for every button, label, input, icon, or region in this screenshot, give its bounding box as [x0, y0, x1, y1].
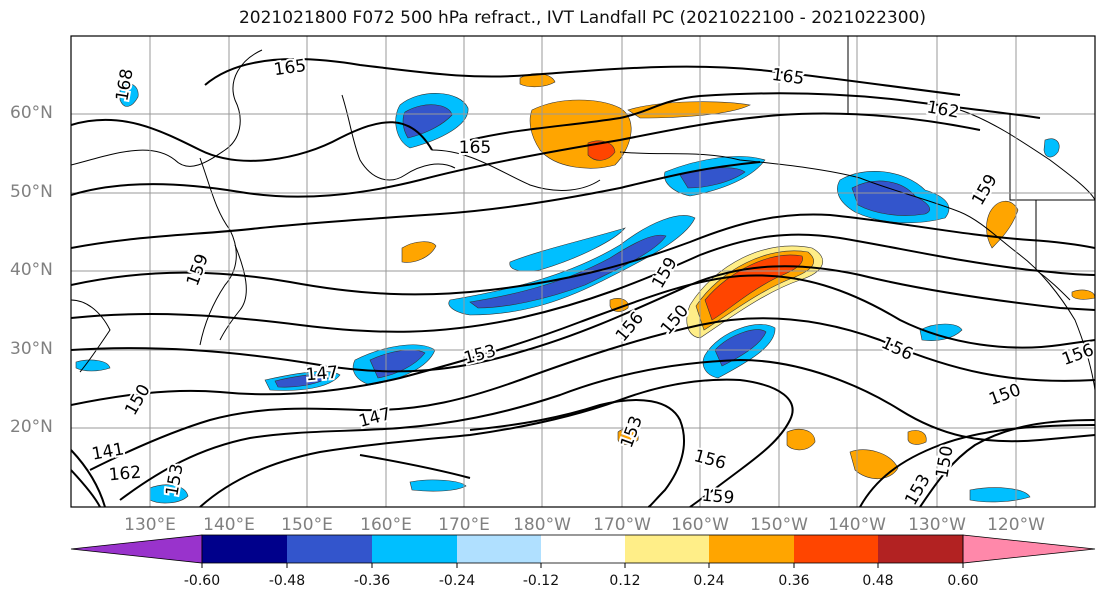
contour-label: 165 — [459, 138, 491, 158]
colorbar-segment — [372, 535, 457, 563]
colorbar-extend-low — [70, 534, 203, 564]
latitude-label: 60°N — [10, 103, 53, 123]
longitude-label: 160°W — [671, 515, 729, 535]
anomaly-fill-region — [401, 241, 437, 263]
coastline-segment — [959, 211, 1095, 391]
colorbar-tick-label: 0.24 — [693, 573, 725, 589]
longitude-label: 170°W — [593, 515, 651, 535]
refractivity-contour — [859, 424, 1095, 507]
longitude-label: 180°W — [513, 515, 571, 535]
colorbar-segment — [878, 535, 963, 563]
anomaly-fill-region — [969, 487, 1031, 503]
anomaly-fill-region — [907, 430, 927, 445]
refractivity-contour — [119, 358, 1095, 501]
longitude-label: 130°W — [908, 515, 966, 535]
refractivity-contours — [71, 58, 1095, 507]
refractivity-contour — [469, 399, 685, 507]
colorbar-tick-label: -0.24 — [438, 573, 476, 589]
colorbar-segment — [794, 535, 878, 563]
colorbar-segment — [625, 535, 709, 563]
colorbar-tick-label: 0.36 — [778, 573, 810, 589]
longitude-label: 120°W — [987, 515, 1045, 535]
anomaly-fill-region — [274, 374, 329, 388]
refractivity-contour — [469, 92, 1041, 141]
latitude-label: 30°N — [10, 339, 53, 359]
latitude-label: 40°N — [10, 260, 53, 280]
coastline-segment — [71, 49, 263, 167]
coastline-segment — [219, 244, 247, 341]
refractivity-contour — [199, 378, 794, 507]
anomaly-fill-region — [149, 484, 189, 504]
refractivity-contour — [71, 265, 1095, 373]
anomaly-fill-region — [469, 234, 667, 309]
latitude-label: 50°N — [10, 182, 53, 202]
colorbar-tick-label: 0.48 — [862, 573, 894, 589]
refractivity-contour — [71, 112, 981, 198]
anomaly-fill-region — [448, 215, 696, 316]
map-title: 2021021800 F072 500 hPa refract., IVT La… — [238, 8, 926, 28]
refractivity-contour — [89, 317, 1095, 471]
longitude-label: 150°W — [750, 515, 808, 535]
refractivity-contour — [71, 274, 1095, 406]
anomaly-fill-region — [409, 479, 467, 492]
refractivity-contour — [71, 161, 761, 249]
coastline-segment — [71, 299, 111, 373]
anomaly-fill-region — [849, 449, 899, 480]
coastline-segment — [431, 149, 601, 191]
coastline-segment — [1009, 114, 1095, 201]
colorbar-tick-label: 0.60 — [947, 573, 979, 589]
contour-label: 147 — [305, 363, 339, 386]
colorbar-tick-label: -0.12 — [522, 573, 560, 589]
longitude-label: 140°W — [828, 515, 886, 535]
refractivity-contour — [71, 118, 433, 162]
refractivity-contour — [71, 233, 1095, 333]
colorbar-segment — [287, 535, 372, 563]
longitude-label: 140°E — [203, 515, 255, 535]
refractivity-contour — [71, 469, 101, 507]
longitude-label: 170°E — [438, 515, 490, 535]
longitude-label: 160°E — [360, 515, 412, 535]
colorbar-extend-high — [962, 534, 1096, 564]
coastline-segment — [619, 151, 961, 213]
longitude-label: 150°E — [281, 515, 333, 535]
anomaly-fill-region — [119, 82, 139, 107]
colorbar-tick-label: -0.60 — [183, 573, 221, 589]
map-frame — [70, 35, 1096, 508]
contour-label: 159 — [701, 486, 735, 509]
contour-label: 150 — [932, 444, 957, 479]
anomaly-fill-region — [1043, 138, 1060, 158]
colorbar-outline — [201, 534, 964, 564]
colorbar-segment — [457, 535, 541, 563]
refractivity-contour — [359, 454, 471, 479]
coastline-segment — [959, 109, 1095, 201]
colorbar-tick-label: -0.48 — [268, 573, 306, 589]
colorbar-tick-label: 0.12 — [609, 573, 641, 589]
colorbar-segment — [709, 535, 794, 563]
longitude-label: 130°E — [124, 515, 176, 535]
refractivity-contour — [71, 213, 1095, 296]
anomaly-fill-region — [851, 180, 930, 216]
anomaly-fill-region — [919, 323, 963, 341]
colorbar-tick-label: -0.36 — [353, 573, 391, 589]
colorbar-segment — [541, 535, 625, 563]
colorbar-segment — [202, 535, 287, 563]
anomaly-fill-region — [786, 429, 816, 451]
refractivity-contour — [204, 58, 961, 96]
coastline-segment — [341, 94, 456, 181]
anomaly-fill-region — [587, 140, 616, 161]
contour-label: 162 — [108, 463, 142, 486]
refractivity-contour — [919, 419, 1095, 507]
latitude-label: 20°N — [10, 417, 53, 437]
refractivity-contour — [71, 449, 106, 507]
coastline-segment — [199, 157, 237, 346]
